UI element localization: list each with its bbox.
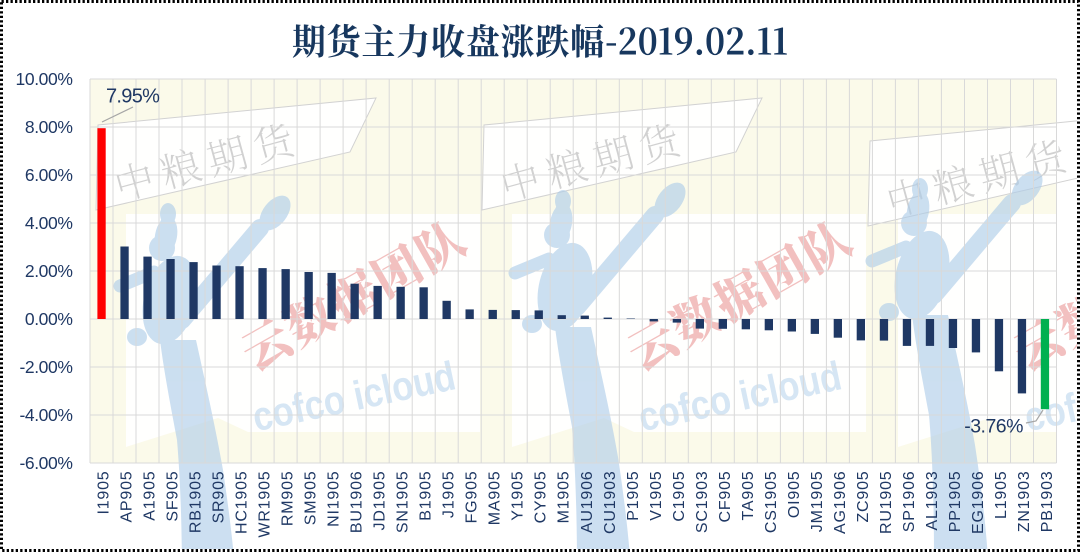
svg-text:AL1903: AL1903	[924, 471, 941, 531]
svg-text:4.00%: 4.00%	[25, 213, 73, 233]
svg-text:-4.00%: -4.00%	[19, 405, 72, 425]
svg-text:8.00%: 8.00%	[25, 117, 73, 137]
svg-text:ZN1903: ZN1903	[1016, 471, 1033, 533]
svg-text:A1905: A1905	[142, 471, 159, 521]
svg-text:SM905: SM905	[303, 471, 320, 526]
svg-text:CF905: CF905	[717, 471, 734, 523]
svg-text:JD1905: JD1905	[372, 471, 389, 531]
svg-text:RM905: RM905	[280, 471, 297, 527]
svg-text:AP905: AP905	[119, 471, 136, 523]
svg-text:P1905: P1905	[625, 471, 642, 521]
svg-text:SP1906: SP1906	[901, 471, 918, 533]
svg-text:NI1905: NI1905	[326, 471, 343, 527]
svg-text:B1905: B1905	[418, 471, 435, 521]
svg-text:OI905: OI905	[786, 471, 803, 519]
svg-text:-6.00%: -6.00%	[19, 453, 72, 473]
svg-text:2.00%: 2.00%	[25, 261, 73, 281]
svg-text:FG905: FG905	[464, 471, 481, 524]
svg-text:V1905: V1905	[648, 471, 665, 521]
svg-text:I1905: I1905	[96, 471, 113, 515]
svg-text:PP1905: PP1905	[947, 471, 964, 533]
svg-text:TA905: TA905	[740, 471, 757, 521]
svg-text:0.00%: 0.00%	[25, 309, 73, 329]
svg-text:SN1905: SN1905	[395, 471, 412, 534]
svg-text:AG1906: AG1906	[832, 471, 849, 535]
svg-text:SC1903: SC1903	[694, 471, 711, 534]
svg-text:BU1906: BU1906	[349, 471, 366, 534]
svg-text:ZC905: ZC905	[855, 471, 872, 523]
svg-text:PB1903: PB1903	[1039, 471, 1056, 533]
svg-text:JM1905: JM1905	[809, 471, 826, 533]
svg-text:SF905: SF905	[165, 471, 182, 522]
svg-text:AU1906: AU1906	[579, 471, 596, 534]
svg-text:7.95%: 7.95%	[106, 86, 160, 108]
svg-text:HC1905: HC1905	[234, 471, 251, 535]
svg-text:MA905: MA905	[487, 471, 504, 526]
svg-text:WR1905: WR1905	[257, 471, 274, 538]
svg-text:C1905: C1905	[671, 471, 688, 522]
svg-text:RB1905: RB1905	[188, 471, 205, 534]
svg-text:J1905: J1905	[441, 471, 458, 519]
svg-text:SR905: SR905	[211, 471, 228, 524]
svg-text:6.00%: 6.00%	[25, 165, 73, 185]
svg-text:-3.76%: -3.76%	[964, 416, 1023, 438]
svg-text:10.00%: 10.00%	[16, 69, 73, 89]
svg-text:CY905: CY905	[533, 471, 550, 524]
svg-text:RU1905: RU1905	[878, 471, 895, 535]
svg-text:EG1906: EG1906	[970, 471, 987, 535]
svg-text:-2.00%: -2.00%	[19, 357, 72, 377]
svg-text:CU1903: CU1903	[602, 471, 619, 535]
svg-text:Y1905: Y1905	[510, 471, 527, 521]
svg-text:M1905: M1905	[556, 471, 573, 524]
svg-text:CS1905: CS1905	[763, 471, 780, 534]
svg-text:L1905: L1905	[993, 471, 1010, 520]
